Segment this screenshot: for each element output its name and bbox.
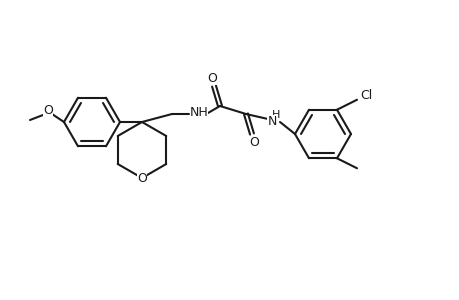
Text: Cl: Cl (359, 89, 371, 102)
Text: O: O (207, 71, 217, 85)
Text: N: N (267, 115, 276, 128)
Text: O: O (43, 103, 53, 116)
Text: H: H (271, 110, 280, 120)
Text: O: O (248, 136, 258, 148)
Text: NH: NH (189, 106, 208, 118)
Text: O: O (137, 172, 146, 184)
